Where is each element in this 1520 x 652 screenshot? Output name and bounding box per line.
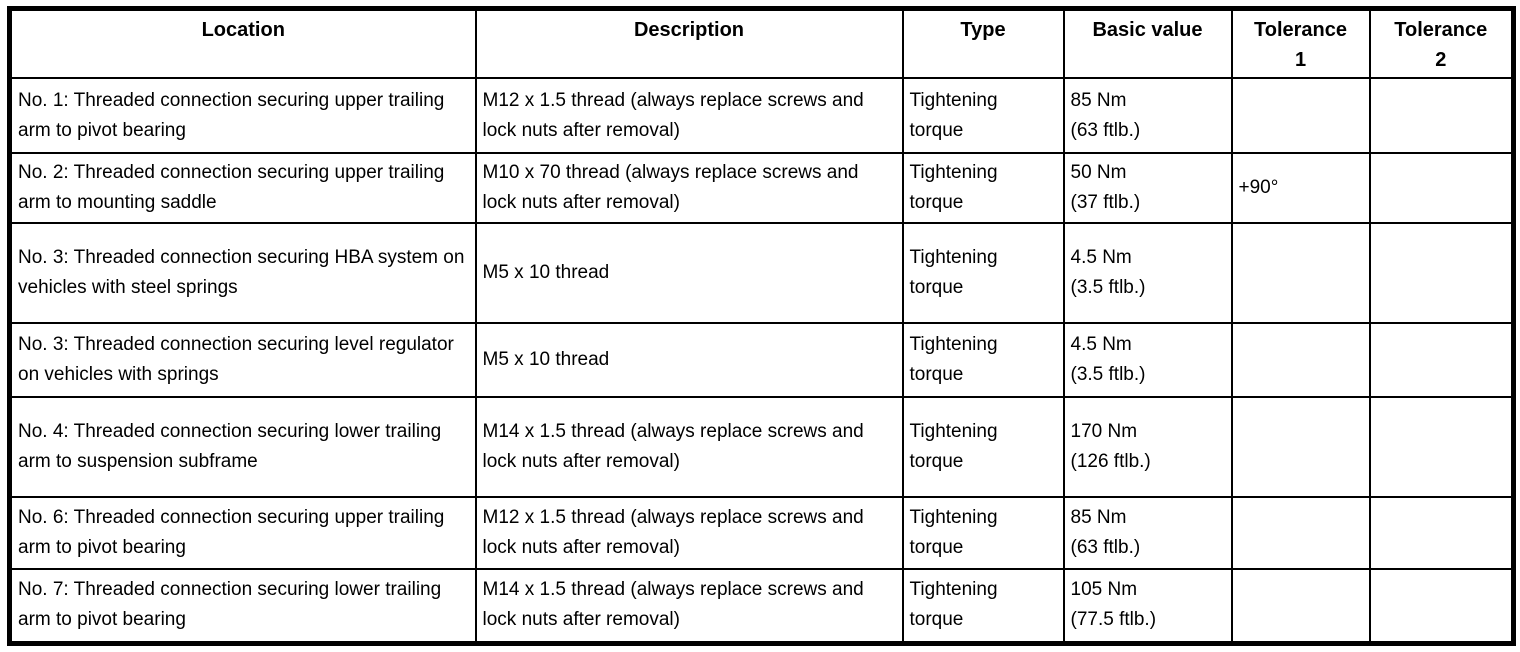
cell-tolerance-1: +90° — [1230, 152, 1371, 224]
cell-type: Tightening torque — [901, 152, 1065, 224]
cell-description: M5 x 10 thread — [474, 222, 904, 324]
table-row: No. 2: Threaded connection securing uppe… — [8, 152, 1515, 224]
torque-spec-table: Location Description Type Basic value To… — [7, 6, 1516, 646]
cell-description: M12 x 1.5 thread (always replace screws … — [474, 77, 904, 154]
cell-basic-value: 85 Nm (63 ftlb.) — [1062, 496, 1233, 570]
cell-location: No. 7: Threaded connection securing lowe… — [8, 568, 477, 644]
cell-type: Tightening torque — [901, 496, 1065, 570]
cell-location: No. 3: Threaded connection securing leve… — [8, 322, 477, 398]
cell-location: No. 1: Threaded connection securing uppe… — [8, 77, 477, 154]
table-row: No. 3: Threaded connection securing leve… — [8, 322, 1515, 398]
cell-tolerance-1 — [1230, 77, 1371, 154]
cell-location: No. 6: Threaded connection securing uppe… — [8, 496, 477, 570]
cell-tolerance-1 — [1230, 222, 1371, 324]
header-row: Location Description Type Basic value To… — [8, 7, 1515, 79]
cell-basic-value: 170 Nm (126 ftlb.) — [1062, 396, 1233, 498]
cell-type: Tightening torque — [901, 322, 1065, 398]
column-header-basic-value: Basic value — [1062, 7, 1233, 79]
cell-basic-value: 85 Nm (63 ftlb.) — [1062, 77, 1233, 154]
cell-tolerance-2 — [1368, 77, 1515, 154]
cell-description: M14 x 1.5 thread (always replace screws … — [474, 568, 904, 644]
cell-tolerance-2 — [1368, 322, 1515, 398]
cell-basic-value: 50 Nm (37 ftlb.) — [1062, 152, 1233, 224]
cell-tolerance-2 — [1368, 222, 1515, 324]
cell-tolerance-2 — [1368, 496, 1515, 570]
cell-location: No. 2: Threaded connection securing uppe… — [8, 152, 477, 224]
column-header-tolerance-2: Tolerance 2 — [1368, 7, 1515, 79]
cell-description: M14 x 1.5 thread (always replace screws … — [474, 396, 904, 498]
table-row: No. 4: Threaded connection securing lowe… — [8, 396, 1515, 498]
column-header-tolerance-1: Tolerance 1 — [1230, 7, 1371, 79]
cell-tolerance-2 — [1368, 396, 1515, 498]
cell-description: M5 x 10 thread — [474, 322, 904, 398]
cell-basic-value: 105 Nm (77.5 ftlb.) — [1062, 568, 1233, 644]
cell-type: Tightening torque — [901, 396, 1065, 498]
table-row: No. 7: Threaded connection securing lowe… — [8, 568, 1515, 644]
cell-tolerance-2 — [1368, 568, 1515, 644]
cell-type: Tightening torque — [901, 222, 1065, 324]
table-row: No. 3: Threaded connection securing HBA … — [8, 222, 1515, 324]
cell-tolerance-1 — [1230, 396, 1371, 498]
cell-tolerance-1 — [1230, 568, 1371, 644]
cell-basic-value: 4.5 Nm (3.5 ftlb.) — [1062, 322, 1233, 398]
column-header-location: Location — [8, 7, 477, 79]
cell-basic-value: 4.5 Nm (3.5 ftlb.) — [1062, 222, 1233, 324]
table-row: No. 1: Threaded connection securing uppe… — [8, 77, 1515, 154]
cell-description: M10 x 70 thread (always replace screws a… — [474, 152, 904, 224]
cell-location: No. 4: Threaded connection securing lowe… — [8, 396, 477, 498]
cell-tolerance-1 — [1230, 322, 1371, 398]
cell-description: M12 x 1.5 thread (always replace screws … — [474, 496, 904, 570]
cell-tolerance-2 — [1368, 152, 1515, 224]
cell-location: No. 3: Threaded connection securing HBA … — [8, 222, 477, 324]
table-row: No. 6: Threaded connection securing uppe… — [8, 496, 1515, 570]
cell-type: Tightening torque — [901, 568, 1065, 644]
cell-tolerance-1 — [1230, 496, 1371, 570]
column-header-type: Type — [901, 7, 1065, 79]
cell-type: Tightening torque — [901, 77, 1065, 154]
column-header-description: Description — [474, 7, 904, 79]
